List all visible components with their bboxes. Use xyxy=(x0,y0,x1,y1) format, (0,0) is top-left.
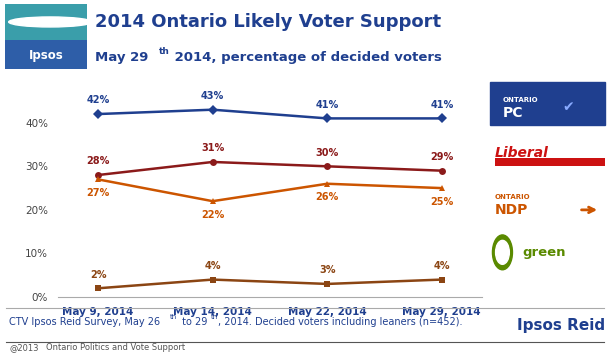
Text: 2014 Ontario Likely Voter Support: 2014 Ontario Likely Voter Support xyxy=(95,13,440,31)
Text: 3%: 3% xyxy=(319,265,336,275)
Text: 4%: 4% xyxy=(434,261,450,271)
Text: 2%: 2% xyxy=(90,270,106,280)
Text: Ipsos Reid: Ipsos Reid xyxy=(517,318,605,333)
Text: Ontario Politics and Vote Support: Ontario Politics and Vote Support xyxy=(46,343,185,352)
Circle shape xyxy=(495,240,509,264)
Text: 2014, percentage of decided voters: 2014, percentage of decided voters xyxy=(170,51,442,64)
Text: 27%: 27% xyxy=(87,188,110,198)
Text: 43%: 43% xyxy=(201,91,224,101)
Bar xyxy=(5,40,87,69)
Text: 25%: 25% xyxy=(430,197,453,207)
Text: to 29: to 29 xyxy=(179,317,207,327)
Text: 41%: 41% xyxy=(315,100,339,110)
Text: green: green xyxy=(522,246,566,259)
Text: NDP: NDP xyxy=(495,203,528,217)
Text: ONTARIO: ONTARIO xyxy=(495,194,531,200)
Bar xyxy=(495,158,605,166)
Text: ONTARIO: ONTARIO xyxy=(503,97,538,103)
Text: PC: PC xyxy=(503,106,523,120)
Text: May 29: May 29 xyxy=(95,51,148,64)
Bar xyxy=(5,4,87,40)
Text: Liberal: Liberal xyxy=(495,146,549,160)
Text: 26%: 26% xyxy=(315,193,339,202)
Text: th: th xyxy=(159,47,170,56)
FancyBboxPatch shape xyxy=(490,82,605,125)
Circle shape xyxy=(9,17,92,27)
Text: Ipsos: Ipsos xyxy=(29,49,63,62)
Text: th: th xyxy=(210,314,218,320)
Text: , 2014. Decided voters including leaners (n=452).: , 2014. Decided voters including leaners… xyxy=(218,317,463,327)
Text: th: th xyxy=(170,314,177,320)
Text: 29%: 29% xyxy=(430,152,453,162)
Text: ✔: ✔ xyxy=(562,100,574,114)
Text: CTV Ipsos Reid Survey, May 26: CTV Ipsos Reid Survey, May 26 xyxy=(9,317,160,327)
Text: 22%: 22% xyxy=(201,210,224,220)
Text: 28%: 28% xyxy=(87,156,110,166)
Text: 42%: 42% xyxy=(87,95,110,105)
Text: 41%: 41% xyxy=(430,100,453,110)
Text: @2013: @2013 xyxy=(9,343,38,352)
Text: 4%: 4% xyxy=(204,261,221,271)
Text: 31%: 31% xyxy=(201,143,224,153)
Circle shape xyxy=(492,235,512,270)
Text: 30%: 30% xyxy=(315,148,339,158)
